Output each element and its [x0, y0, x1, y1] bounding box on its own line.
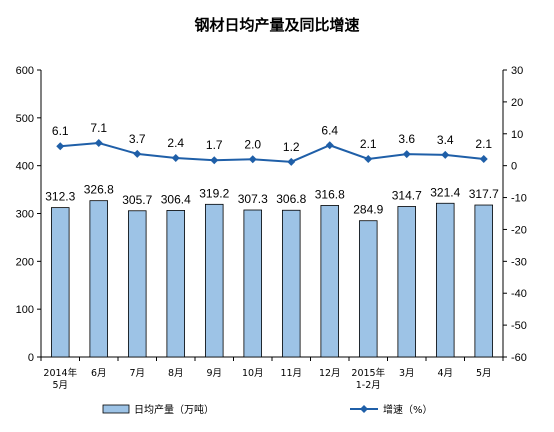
bar — [204, 203, 224, 358]
legend-bar-swatch — [102, 404, 130, 414]
line-value-label: 2.1 — [360, 137, 377, 151]
line-point-marker — [479, 154, 488, 163]
right-tick-label: -10 — [511, 193, 527, 205]
x-tick-label: 7月 — [129, 368, 145, 379]
x-tick-label: 5月 — [476, 368, 492, 379]
legend-line-marker — [360, 405, 368, 413]
bar-value-label: 321.4 — [430, 185, 460, 199]
growth-line — [60, 142, 484, 163]
x-tick-label: 2014年 — [43, 367, 77, 379]
bar-value-label: 305.7 — [122, 193, 152, 207]
bar-value-label: 307.3 — [238, 192, 268, 206]
right-tick-label: 10 — [511, 129, 523, 141]
bar-value-label: 306.4 — [161, 192, 191, 206]
bar-value-label: 306.8 — [276, 192, 306, 206]
line-value-label: 1.2 — [283, 140, 300, 154]
x-tick-label: 5月 — [52, 380, 68, 391]
data-labels: 312.3 326.8 305.7 306.4 319.2 307.3 306.8 316.8… — [45, 121, 499, 217]
bar — [358, 220, 378, 358]
line-point-marker — [94, 139, 103, 148]
bar — [320, 205, 340, 358]
bar — [89, 200, 109, 358]
bar — [127, 210, 147, 358]
bar-value-label: 312.3 — [45, 190, 75, 204]
line-point-marker — [171, 154, 180, 163]
line-point-marker — [402, 150, 411, 159]
bar-series — [50, 200, 494, 358]
x-tick-label: 9月 — [206, 368, 222, 379]
bar-value-label: 317.7 — [469, 187, 499, 201]
bar — [474, 204, 494, 358]
left-tick-label: 0 — [28, 352, 34, 364]
bar — [166, 210, 186, 358]
bar — [243, 209, 263, 358]
left-tick-label: 500 — [16, 113, 34, 125]
x-tick-label: 6月 — [91, 368, 107, 379]
x-tick-label: 12月 — [319, 368, 341, 379]
line-value-label: 2.4 — [167, 136, 184, 150]
axes: 0 100 200 300 400 500 600 -60 -50 -40 -30 -20 -10 0 10… — [16, 65, 527, 391]
x-tick-label: 11月 — [280, 368, 302, 379]
right-tick-label: -60 — [511, 352, 527, 364]
bar-value-label: 314.7 — [392, 188, 422, 202]
right-tick-label: -20 — [511, 224, 527, 236]
x-tick-label: 4月 — [437, 368, 453, 379]
line-point-marker — [56, 142, 65, 151]
right-tick-label: 20 — [511, 97, 523, 109]
x-tick-label: 1-2月 — [356, 380, 381, 391]
line-point-marker — [325, 141, 334, 150]
chart-title: 钢材日均产量及同比增速 — [194, 16, 359, 34]
bar-value-label: 284.9 — [353, 203, 383, 217]
right-tick-label: -30 — [511, 256, 527, 268]
left-tick-label: 400 — [16, 161, 34, 173]
left-tick-label: 100 — [16, 304, 34, 316]
bar — [281, 209, 301, 358]
bar — [397, 206, 417, 358]
left-tick-label: 200 — [16, 256, 34, 268]
line-value-label: 2.1 — [475, 137, 492, 151]
line-value-label: 2.0 — [244, 137, 261, 151]
bar-value-label: 326.8 — [84, 183, 114, 197]
right-tick-label: -40 — [511, 288, 527, 300]
line-value-label: 3.6 — [398, 132, 415, 146]
x-tick-label: 10月 — [242, 368, 264, 379]
x-tick-label: 2015年 — [351, 367, 385, 379]
right-tick-label: -50 — [511, 320, 527, 332]
line-point-marker — [364, 154, 373, 163]
x-tick-label: 3月 — [399, 368, 415, 379]
x-tick-label: 8月 — [168, 368, 184, 379]
line-value-label: 3.7 — [129, 132, 146, 146]
line-value-label: 6.4 — [321, 123, 338, 137]
legend-line-label: 增速（%） — [383, 403, 433, 416]
line-point-marker — [441, 150, 450, 159]
legend: 日均产量（万吨） 增速（%） — [102, 403, 433, 416]
right-tick-label: 0 — [511, 161, 517, 173]
line-value-label: 6.1 — [52, 124, 69, 138]
bar-value-label: 319.2 — [199, 186, 229, 200]
bar — [50, 207, 70, 358]
line-point-marker — [248, 155, 257, 164]
line-point-marker — [210, 156, 219, 165]
legend-bar-label: 日均产量（万吨） — [134, 403, 214, 416]
line-point-marker — [133, 149, 142, 158]
right-tick-label: 30 — [511, 65, 523, 77]
line-value-label: 3.4 — [437, 133, 454, 147]
bar-value-label: 316.8 — [315, 187, 345, 201]
line-series — [56, 139, 488, 166]
bar — [435, 202, 455, 358]
line-value-label: 7.1 — [90, 121, 107, 135]
left-tick-label: 300 — [16, 209, 34, 221]
line-value-label: 1.7 — [206, 138, 223, 152]
left-tick-label: 600 — [16, 65, 34, 77]
line-point-marker — [287, 157, 296, 166]
